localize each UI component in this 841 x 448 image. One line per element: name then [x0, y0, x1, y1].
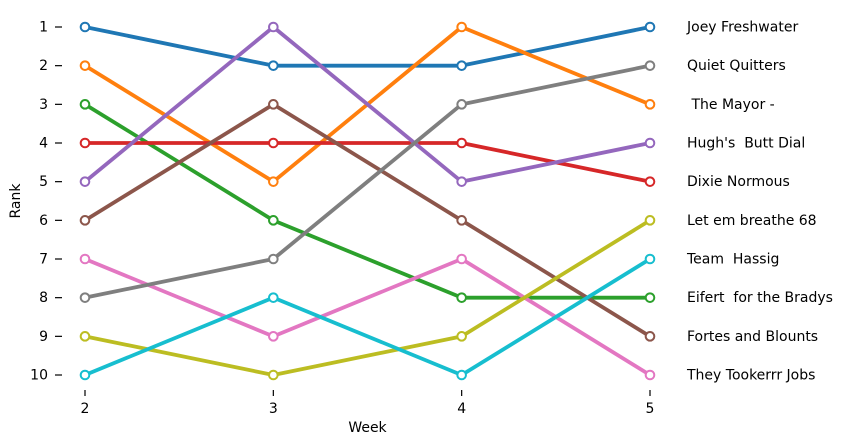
y-axis-label: Rank: [8, 183, 24, 219]
legend-label-let-em-breathe-68: Let em breathe 68: [687, 213, 817, 229]
y-tick-label: 1: [39, 20, 48, 36]
data-point-they-tookerrr-jobs-w3: [268, 331, 279, 342]
data-point-eifert-for-the-bradys-w4: [456, 292, 467, 303]
data-point-let-em-breathe-68-w3: [268, 369, 279, 381]
data-point-let-em-breathe-68-w4: [456, 331, 467, 342]
data-point-team-hassig-w5: [644, 253, 656, 265]
data-point-dixie-normous-w3: [268, 137, 279, 149]
legend-label-fortes-and-blounts: Fortes and Blounts: [687, 329, 818, 345]
x-axis-label: Week: [348, 420, 387, 436]
legend-label-they-tookerrr-jobs: They Tookerrr Jobs: [686, 368, 815, 384]
y-tick-label: 8: [39, 290, 48, 306]
y-tick-label: 2: [39, 58, 48, 74]
data-point-quiet-quitters-w3: [268, 253, 279, 265]
data-point-team-hassig-w3: [268, 292, 279, 303]
data-point-the-mayor-w4: [456, 21, 467, 33]
data-point-fortes-and-blounts-w3: [268, 99, 279, 110]
data-point-let-em-breathe-68-w5: [644, 215, 656, 226]
data-point-the-mayor-w3: [268, 176, 279, 187]
data-point-hugh-s-butt-dial-w4: [456, 176, 467, 187]
x-tick-label: 5: [646, 401, 655, 417]
x-tick-label: 3: [269, 401, 278, 417]
data-point-they-tookerrr-jobs-w4: [456, 253, 467, 265]
series-line-eifert-for-the-bradys: [83, 102, 652, 300]
y-tick-label: 5: [39, 174, 48, 190]
data-point-quiet-quitters-w2: [79, 292, 91, 303]
y-tick-label: 7: [39, 252, 48, 268]
legend-label-eifert-for-the-bradys: Eifert for the Bradys: [687, 290, 833, 306]
legend-label-the-mayor: The Mayor -: [687, 97, 775, 113]
data-point-eifert-for-the-bradys-w2: [79, 99, 91, 110]
data-point-they-tookerrr-jobs-w5: [644, 369, 656, 381]
series-line-quiet-quitters: [83, 63, 652, 300]
legend-label-joey-freshwater: Joey Freshwater: [686, 20, 798, 36]
data-point-fortes-and-blounts-w2: [79, 215, 91, 226]
series-line-hugh-s-butt-dial: [83, 25, 652, 184]
series-lines: [79, 21, 656, 381]
series-line-joey-freshwater: [83, 25, 652, 68]
data-point-fortes-and-blounts-w5: [644, 331, 656, 342]
axis-ticks: 1 2 3 4 5 6 7 8 9 10 2 3 4 5: [30, 20, 654, 418]
data-point-eifert-for-the-bradys-w3: [268, 215, 279, 226]
data-point-joey-freshwater-w4: [456, 60, 467, 71]
y-tick-label: 4: [39, 136, 48, 152]
legend-label-hugh-s-butt-dial: Hugh's Butt Dial: [687, 136, 805, 152]
data-point-joey-freshwater-w5: [644, 21, 656, 33]
data-point-joey-freshwater-w3: [268, 60, 279, 71]
data-point-hugh-s-butt-dial-w3: [268, 21, 279, 33]
data-point-joey-freshwater-w2: [79, 21, 91, 33]
data-point-hugh-s-butt-dial-w2: [79, 176, 91, 187]
data-point-team-hassig-w4: [456, 369, 467, 381]
data-point-dixie-normous-w5: [644, 176, 656, 187]
data-point-the-mayor-w2: [79, 60, 91, 71]
legend: Joey Freshwater Quiet Quitters The Mayor …: [686, 20, 833, 384]
data-point-the-mayor-w5: [644, 99, 656, 110]
legend-label-quiet-quitters: Quiet Quitters: [687, 58, 786, 74]
legend-label-team-hassig: Team Hassig: [686, 252, 779, 268]
series-line-team-hassig: [83, 257, 652, 377]
data-point-dixie-normous-w2: [79, 137, 91, 149]
y-tick-label: 9: [39, 329, 48, 345]
data-point-fortes-and-blounts-w4: [456, 215, 467, 226]
x-tick-label: 2: [81, 401, 90, 417]
y-tick-label: 3: [39, 97, 48, 113]
legend-label-dixie-normous: Dixie Normous: [687, 174, 790, 190]
data-point-quiet-quitters-w4: [456, 99, 467, 110]
data-point-team-hassig-w2: [79, 369, 91, 381]
data-point-quiet-quitters-w5: [644, 60, 656, 71]
data-point-hugh-s-butt-dial-w5: [644, 137, 656, 149]
data-point-let-em-breathe-68-w2: [79, 331, 91, 342]
data-point-they-tookerrr-jobs-w2: [79, 253, 91, 265]
series-line-let-em-breathe-68: [83, 218, 652, 377]
data-point-eifert-for-the-bradys-w5: [644, 292, 656, 303]
x-tick-label: 4: [457, 401, 466, 417]
y-tick-label: 6: [39, 213, 48, 229]
series-line-fortes-and-blounts: [83, 102, 652, 339]
y-tick-label: 10: [30, 368, 48, 384]
data-point-dixie-normous-w4: [456, 137, 467, 149]
